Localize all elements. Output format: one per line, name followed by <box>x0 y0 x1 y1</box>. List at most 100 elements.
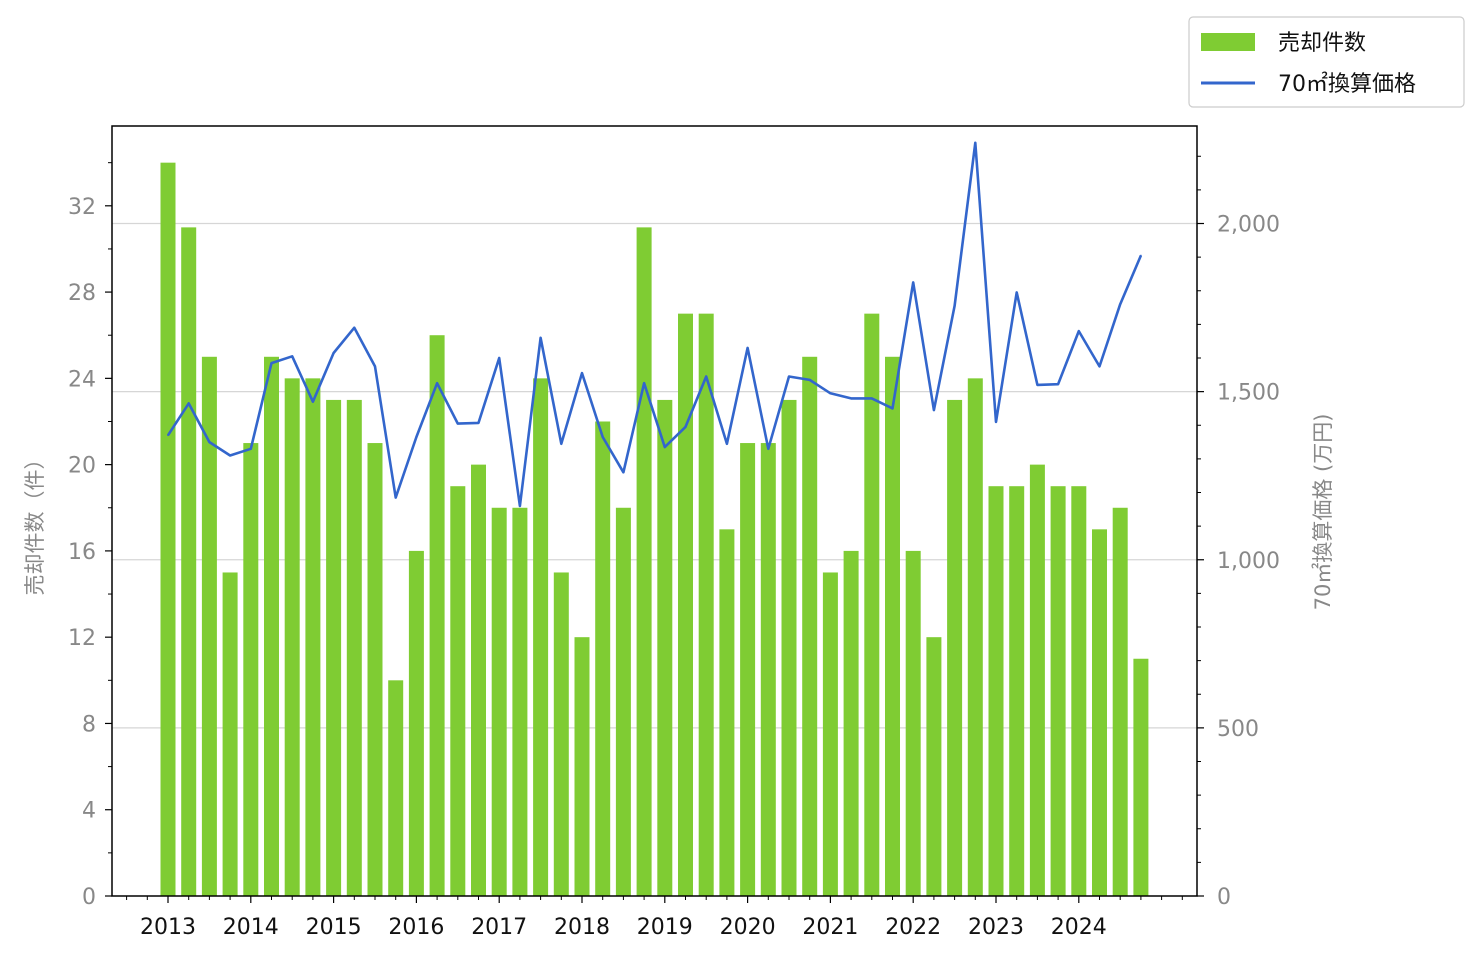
bar <box>1133 658 1149 896</box>
bar <box>1112 507 1128 896</box>
y-right-axis-title: 70㎡換算価格 (万円) <box>1311 414 1335 611</box>
price-point <box>167 434 169 437</box>
price-point <box>871 397 873 400</box>
bar <box>781 399 797 896</box>
price-point <box>374 365 376 368</box>
y-right-tick-label: 1,500 <box>1217 381 1280 406</box>
y-right-tick-label: 0 <box>1217 885 1231 910</box>
bar <box>264 356 279 896</box>
bar <box>367 443 383 896</box>
bar <box>388 680 404 896</box>
x-tick-label: 2017 <box>471 915 527 940</box>
legend-label-sales-count: 売却件数 <box>1278 31 1366 56</box>
bar <box>905 550 921 896</box>
bar <box>678 313 693 896</box>
price-point <box>560 442 563 445</box>
y-left-tick-label: 4 <box>82 799 96 824</box>
price-line-series <box>166 141 1143 508</box>
bar <box>843 550 859 896</box>
bar <box>698 313 714 896</box>
price-point <box>457 422 459 425</box>
price-point <box>788 375 790 378</box>
x-tick-label: 2015 <box>306 915 362 940</box>
x-tick-label: 2022 <box>885 915 941 940</box>
y-right-tick-label: 1,000 <box>1217 549 1280 574</box>
bar <box>595 421 611 896</box>
bar <box>491 507 507 896</box>
bar <box>740 443 756 896</box>
plot-frame <box>111 125 1198 897</box>
price-point <box>394 496 397 499</box>
y-right-tick-label: 2,000 <box>1217 213 1280 238</box>
price-point <box>829 392 832 395</box>
price-point <box>1015 291 1018 294</box>
bar <box>760 443 776 896</box>
y-left-axis-title: 売却件数（件） <box>23 449 47 596</box>
x-tick-label: 2013 <box>140 915 196 940</box>
legend-box <box>1188 16 1465 108</box>
bar <box>181 227 197 896</box>
bar <box>636 227 652 896</box>
bar <box>1050 486 1066 896</box>
bar <box>243 443 259 896</box>
price-point <box>953 305 956 307</box>
x-tick-label: 2014 <box>223 915 279 940</box>
legend-label-price: 70㎡換算価格 <box>1278 71 1416 97</box>
bar <box>864 313 880 896</box>
price-point <box>622 471 625 474</box>
price-point <box>995 421 997 423</box>
price-point <box>1078 330 1080 332</box>
price-point <box>601 436 604 438</box>
bar <box>429 335 445 896</box>
bar <box>346 399 362 896</box>
bar <box>326 399 342 896</box>
price-point <box>1140 254 1142 257</box>
bar <box>988 486 1004 896</box>
x-tick-label: 2016 <box>388 915 444 940</box>
legend-bar-swatch <box>1201 33 1255 51</box>
price-point <box>581 372 583 374</box>
bar <box>450 486 466 896</box>
bar <box>719 529 735 896</box>
bar <box>947 399 963 896</box>
bar <box>1071 486 1087 896</box>
price-point <box>1119 303 1121 306</box>
y-left-tick-label: 32 <box>68 195 96 220</box>
price-point <box>415 436 418 438</box>
legend: 売却件数 70㎡換算価格 <box>1188 16 1465 108</box>
bar <box>533 378 549 897</box>
y-left-tick-label: 28 <box>68 281 96 306</box>
bar <box>615 507 631 896</box>
price-point <box>332 352 335 354</box>
price-point <box>767 447 770 450</box>
bar <box>553 572 569 896</box>
price-point <box>208 441 211 443</box>
price-point <box>808 379 811 381</box>
price-point <box>353 326 356 329</box>
price-point <box>1057 383 1059 386</box>
bar <box>471 464 486 896</box>
bar <box>222 572 238 896</box>
x-tick-label: 2020 <box>720 915 776 940</box>
price-point <box>933 409 935 411</box>
price-point <box>726 442 728 445</box>
x-tick-label: 2024 <box>1051 915 1107 940</box>
price-point <box>850 397 852 400</box>
price-point <box>1098 365 1101 368</box>
price-point <box>539 337 542 339</box>
x-tick-label: 2023 <box>968 915 1024 940</box>
bar <box>1092 529 1107 896</box>
x-tick-label: 2018 <box>554 915 610 940</box>
price-point <box>705 375 707 378</box>
bar <box>201 356 217 896</box>
bar <box>284 378 300 897</box>
bar <box>512 507 528 896</box>
x-tick-label: 2021 <box>802 915 858 940</box>
bar <box>305 378 321 897</box>
price-point <box>974 142 977 144</box>
y-left-tick-label: 8 <box>82 712 96 737</box>
bar <box>574 637 590 896</box>
bar <box>657 399 673 896</box>
bar <box>1029 464 1045 896</box>
